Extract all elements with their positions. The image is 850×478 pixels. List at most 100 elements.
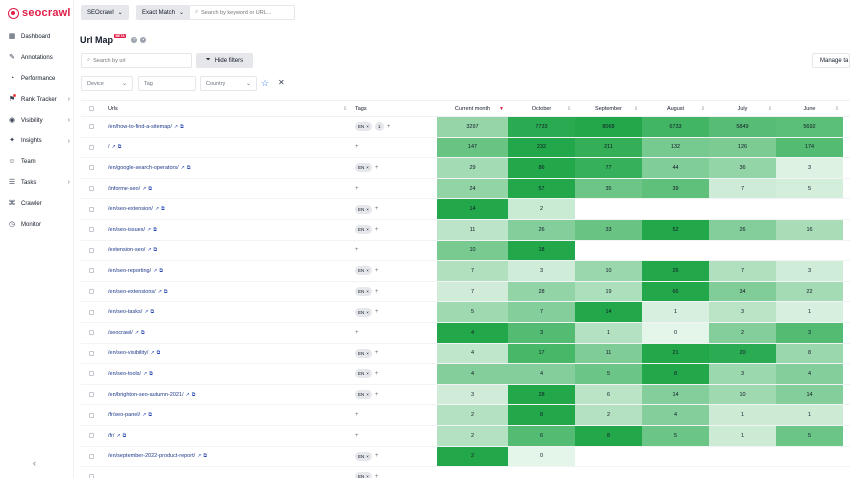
row-checkbox[interactable] (89, 350, 94, 356)
add-tag-icon[interactable]: + (374, 164, 379, 171)
sidebar-item-team[interactable]: ☺ Team (0, 152, 74, 173)
external-link-icon[interactable]: ↗ (144, 309, 149, 316)
row-checkbox[interactable] (89, 453, 94, 459)
url-link[interactable]: /en/seo-extensions/ (108, 288, 156, 295)
row-checkbox[interactable] (89, 433, 94, 439)
keyword-search-input[interactable] (201, 9, 292, 16)
external-link-icon[interactable]: ↗ (185, 391, 190, 398)
logo[interactable]: seocrawl (8, 7, 71, 19)
sidebar-item-crawler[interactable]: ⌘ Crawler (0, 193, 74, 214)
add-tag-icon[interactable]: + (374, 350, 379, 357)
row-checkbox[interactable] (89, 247, 94, 253)
url-link[interactable]: /en/seo-extension/ (108, 206, 153, 213)
close-icon[interactable]: × (366, 350, 369, 356)
external-link-icon[interactable]: ↗ (147, 226, 152, 233)
add-tag-icon[interactable]: + (374, 267, 379, 274)
external-link-icon[interactable]: ↗ (142, 185, 147, 192)
column-header-tags[interactable]: Tags (351, 101, 437, 116)
sidebar-item-tasks[interactable]: ☰ Tasks › (0, 173, 74, 194)
sidebar-item-dashboard[interactable]: ▦ Dashboard (0, 27, 74, 48)
row-checkbox[interactable] (89, 392, 94, 398)
url-link[interactable]: /en/seo-visibility/ (108, 350, 149, 357)
column-header-october[interactable]: October ⇕ (508, 101, 575, 116)
copy-icon[interactable]: ⧉ (122, 432, 127, 439)
column-header-august[interactable]: August ⇕ (642, 101, 709, 116)
row-checkbox[interactable] (89, 412, 94, 418)
sort-icon[interactable]: ⇕ (342, 105, 347, 112)
copy-icon[interactable]: ⧉ (148, 185, 152, 192)
tag-chip[interactable]: EN × (355, 163, 372, 173)
external-link-icon[interactable]: ↗ (173, 123, 179, 130)
add-tag-icon[interactable]: + (374, 391, 379, 398)
tag-chip[interactable]: EN × (355, 348, 372, 358)
tag-chip[interactable]: EN × (355, 225, 372, 235)
copy-icon[interactable]: ⧉ (156, 350, 161, 357)
close-icon[interactable]: × (366, 268, 369, 274)
column-header-june[interactable]: June ⇕ (776, 101, 843, 116)
row-checkbox[interactable] (89, 124, 94, 130)
tag-chip[interactable]: EN × (355, 266, 372, 276)
external-link-icon[interactable]: ↗ (111, 144, 116, 151)
close-icon[interactable]: × (366, 227, 369, 233)
close-icon[interactable]: × (366, 392, 369, 398)
url-link[interactable]: /en/seo-tasks/ (108, 309, 143, 316)
copy-icon[interactable]: ⧉ (203, 453, 207, 460)
add-tag-icon[interactable]: + (355, 412, 359, 419)
close-icon[interactable]: × (366, 371, 369, 377)
url-link[interactable]: /fr/ (108, 432, 115, 439)
add-tag-icon[interactable]: + (374, 206, 379, 213)
sort-icon[interactable]: ⇕ (700, 105, 705, 112)
url-link[interactable]: /fr/seo-panel/ (108, 412, 141, 419)
copy-icon[interactable]: ⧉ (140, 329, 145, 336)
external-link-icon[interactable]: ↗ (147, 247, 152, 254)
url-link[interactable]: /informe-seo/ (108, 185, 141, 192)
external-link-icon[interactable]: ↗ (116, 432, 121, 439)
add-tag-icon[interactable]: + (374, 370, 379, 377)
url-link[interactable]: /en/google-search-operators/ (108, 164, 179, 171)
external-link-icon[interactable]: ↗ (134, 329, 139, 336)
info-icon[interactable]: • (140, 37, 147, 43)
external-link-icon[interactable]: ↗ (142, 412, 147, 419)
add-tag-icon[interactable]: + (355, 144, 359, 151)
url-link[interactable]: /en/seo-issues/ (108, 226, 145, 233)
add-tag-icon[interactable]: + (374, 226, 379, 233)
copy-icon[interactable]: ⧉ (153, 226, 157, 233)
column-header-july[interactable]: July ⇕ (709, 101, 776, 116)
copy-icon[interactable]: ⧉ (148, 412, 152, 419)
chevron-left-icon[interactable]: ‹ (33, 458, 36, 468)
add-tag-icon[interactable]: + (374, 473, 379, 478)
url-search-input[interactable] (93, 57, 184, 64)
url-link[interactable]: /extension-seo/ (108, 247, 146, 254)
tag-chip[interactable]: EN × (355, 472, 372, 478)
sidebar-item-performance[interactable]: ◔ Performance (0, 69, 74, 90)
url-link[interactable]: /en/brighton-seo-autumn-2021/ (108, 391, 184, 398)
select-all-checkbox[interactable] (89, 106, 94, 111)
close-icon[interactable]: × (366, 453, 369, 459)
star-icon[interactable]: ☆ (261, 78, 270, 88)
column-header-current-month[interactable]: Current month ▼ (437, 101, 508, 116)
close-icon[interactable]: × (366, 124, 369, 130)
tag-chip[interactable]: EN × (355, 369, 372, 379)
row-checkbox[interactable] (89, 289, 94, 295)
copy-icon[interactable]: ⧉ (149, 370, 153, 377)
url-link[interactable]: /en/how-to-find-a-sitemap/ (108, 123, 172, 130)
add-tag-icon[interactable]: + (374, 309, 379, 316)
column-header-urls[interactable]: Urls ⇕ (102, 101, 351, 116)
help-icon[interactable]: ? (131, 37, 138, 43)
external-link-icon[interactable]: ↗ (157, 288, 162, 295)
tag-chip[interactable]: EN × (355, 307, 372, 317)
row-checkbox[interactable] (89, 144, 94, 150)
sort-icon[interactable]: ▼ (499, 105, 504, 112)
row-checkbox[interactable] (89, 330, 94, 336)
row-checkbox[interactable] (89, 206, 94, 212)
sidebar-item-visibility[interactable]: ◉ Visibility › (0, 110, 74, 131)
copy-icon[interactable]: ⧉ (161, 206, 165, 213)
row-checkbox[interactable] (89, 268, 94, 274)
sort-icon[interactable]: ⇕ (834, 105, 839, 112)
copy-icon[interactable]: ⧉ (159, 267, 163, 274)
add-tag-icon[interactable]: + (355, 432, 359, 439)
external-link-icon[interactable]: ↗ (150, 350, 155, 357)
external-link-icon[interactable]: ↗ (153, 267, 158, 274)
manage-tags-button[interactable]: Manage ta (812, 53, 850, 68)
tag-chip[interactable]: EN × (355, 287, 372, 297)
